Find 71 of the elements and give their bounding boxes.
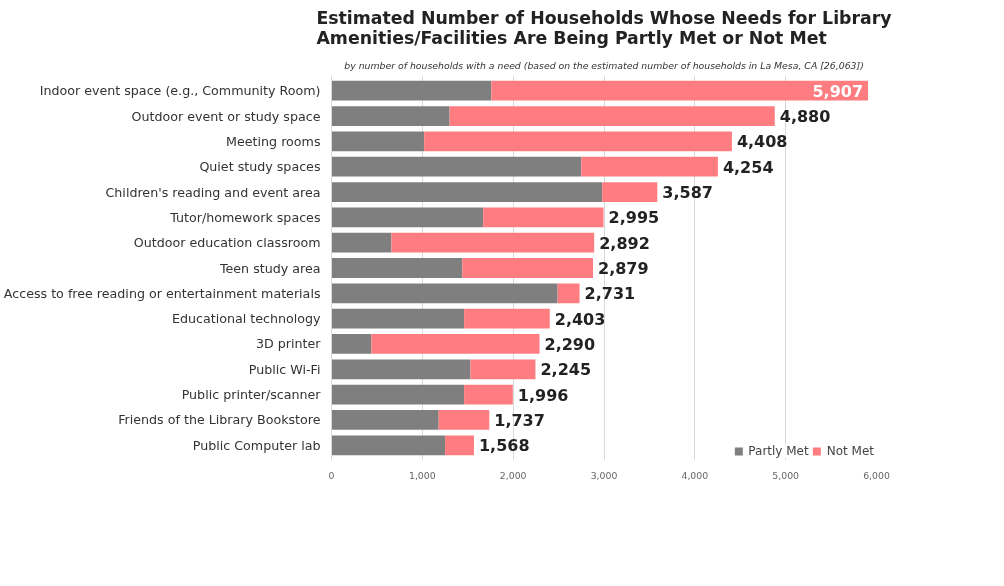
bar [483, 207, 604, 228]
bar [331, 156, 582, 177]
y-tick-label: Public printer/scanner [181, 387, 322, 403]
x-tick-label: 3,000 [590, 469, 618, 481]
y-tick-label: Tutor/homework spaces [169, 209, 321, 225]
y-tick-label: Children's reading and event area [105, 184, 321, 200]
total-label: 1,737 [494, 410, 545, 430]
bar [438, 410, 490, 430]
bar [331, 106, 450, 126]
y-tick-label: Quiet study spaces [199, 159, 321, 175]
y-tick-label: Outdoor event or study space [131, 108, 321, 124]
total-label: 2,245 [540, 360, 592, 380]
bar [331, 435, 446, 456]
bar [331, 384, 465, 405]
bar [331, 334, 372, 354]
bar [331, 359, 471, 380]
y-tick-label: Access to free reading or entertainment materials [3, 285, 321, 301]
y-tick-label: Educational technology [171, 311, 322, 327]
x-tick-label: 0 [328, 469, 335, 481]
total-label: 2,892 [599, 233, 650, 253]
total-label: 2,995 [608, 208, 660, 228]
bar [331, 207, 484, 228]
total-label: 3,587 [662, 183, 713, 203]
bar [557, 283, 580, 304]
bar [331, 131, 425, 152]
bar [371, 334, 540, 354]
x-tick-label: 1,000 [408, 469, 436, 481]
bar [331, 410, 439, 430]
bar [331, 80, 492, 101]
total-label: 4,408 [736, 132, 788, 152]
y-tick-label: Friends of the Library Bookstore [118, 412, 321, 428]
bar [331, 232, 392, 253]
bar [581, 156, 718, 177]
y-tick-label: Indoor event space (e.g., Community Room) [39, 83, 321, 99]
legend-label: Partly Met [748, 444, 809, 458]
y-tick-label: Meeting rooms [226, 133, 321, 149]
bar [424, 131, 732, 152]
bar [602, 182, 658, 202]
bar [464, 308, 550, 329]
total-label: 2,290 [544, 334, 596, 354]
x-tick-label: 5,000 [772, 469, 800, 481]
total-label: 1,996 [517, 385, 569, 405]
x-tick-label: 2,000 [499, 469, 527, 481]
bar [449, 106, 775, 126]
total-label: 2,403 [554, 309, 606, 329]
bar [445, 435, 474, 456]
bar [331, 258, 463, 278]
y-tick-label: Outdoor education classroom [133, 235, 321, 251]
legend-label: Not Met [826, 444, 874, 458]
bar [462, 258, 594, 278]
total-label: 4,254 [722, 157, 774, 177]
total-label: 1,568 [478, 436, 530, 456]
chart-subtitle: by number of households with a need (based on the estimated number of households in La Mesa, CA [26,063]) [344, 59, 864, 71]
bar [391, 232, 595, 253]
bar [331, 283, 558, 304]
total-label: 2,731 [584, 284, 636, 304]
y-tick-label: 3D printer [255, 336, 322, 352]
y-tick-label: Public Computer lab [192, 437, 321, 453]
x-tick-label: 6,000 [863, 469, 890, 481]
y-tick-label: Public Wi-Fi [248, 361, 321, 377]
bar [470, 359, 536, 380]
chart-title: Estimated Number of Households Whose Needs for Library Amenities/Facilities Are Being Partly Met or Not Met [316, 7, 892, 48]
total-label: 2,879 [598, 259, 649, 278]
x-tick-label: 4,000 [681, 469, 709, 481]
total-label: 5,907 [812, 81, 864, 101]
total-label: 4,880 [779, 107, 831, 127]
bar [331, 308, 465, 329]
bar [331, 182, 603, 202]
bar [491, 80, 869, 101]
y-tick-label: Teen study area [218, 260, 321, 276]
bar [464, 384, 513, 405]
